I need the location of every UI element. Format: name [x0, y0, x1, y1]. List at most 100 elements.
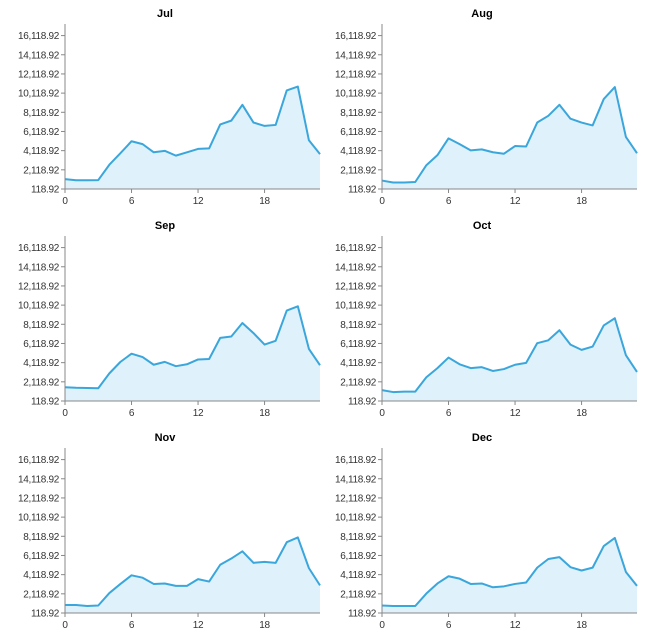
x-tick-label: 18 [576, 620, 587, 631]
y-tick-label: 4,118.92 [23, 146, 60, 157]
y-tick-label: 118.92 [31, 185, 60, 196]
chart-panel-1: Aug 16,118.92 14,118.92 12,118.92 10,118.92 8… [317, 0, 640, 211]
y-tick-label: 8,118.92 [23, 532, 60, 543]
chart-panel-4: Nov 16,118.92 14,118.92 12,118.92 10,118.92 8… [0, 424, 323, 635]
chart-title: Jul [157, 8, 173, 20]
x-tick-label: 6 [446, 620, 452, 631]
y-tick-label: 4,118.92 [23, 358, 60, 369]
y-tick-label: 12,118.92 [18, 69, 60, 80]
x-tick-label: 6 [129, 196, 135, 207]
series-area [382, 318, 637, 401]
x-tick-label: 18 [576, 196, 587, 207]
y-tick-label: 8,118.92 [340, 108, 377, 119]
y-tick-label: 8,118.92 [23, 320, 60, 331]
y-tick-label: 2,118.92 [340, 589, 377, 600]
y-tick-label: 118.92 [31, 609, 60, 620]
chart-svg: Dec 16,118.92 14,118.92 12,118.92 10,118.92 8… [317, 424, 640, 635]
x-tick-label: 12 [510, 620, 521, 631]
y-tick-label: 8,118.92 [23, 108, 60, 119]
y-tick-label: 2,118.92 [23, 165, 60, 176]
chart-panel-0: Jul 16,118.92 14,118.92 12,118.92 10,118.92 8… [0, 0, 323, 211]
y-tick-label: 6,118.92 [340, 127, 377, 138]
x-tick-label: 0 [62, 620, 68, 631]
y-tick-label: 6,118.92 [23, 551, 60, 562]
y-tick-label: 14,118.92 [335, 50, 377, 61]
x-tick-label: 18 [259, 620, 270, 631]
y-tick-label: 14,118.92 [335, 474, 377, 485]
y-tick-label: 2,118.92 [23, 589, 60, 600]
chart-panel-2: Sep 16,118.92 14,118.92 12,118.92 10,118.92 8… [0, 212, 323, 423]
chart-svg: Jul 16,118.92 14,118.92 12,118.92 10,118.92 8… [0, 0, 323, 211]
x-tick-label: 18 [576, 408, 587, 419]
x-tick-label: 12 [193, 196, 204, 207]
x-tick-label: 18 [259, 408, 270, 419]
y-tick-label: 12,118.92 [335, 493, 377, 504]
y-tick-label: 6,118.92 [23, 127, 60, 138]
y-tick-label: 118.92 [31, 397, 60, 408]
y-tick-label: 16,118.92 [18, 455, 60, 466]
y-tick-label: 2,118.92 [340, 165, 377, 176]
y-tick-label: 4,118.92 [340, 570, 377, 581]
x-tick-label: 0 [379, 408, 385, 419]
y-tick-label: 10,118.92 [335, 89, 377, 100]
y-tick-label: 10,118.92 [18, 89, 60, 100]
chart-svg: Nov 16,118.92 14,118.92 12,118.92 10,118.92 8… [0, 424, 323, 635]
y-tick-label: 4,118.92 [23, 570, 60, 581]
chart-title: Aug [471, 8, 492, 20]
y-tick-label: 16,118.92 [335, 31, 377, 42]
x-tick-label: 0 [379, 620, 385, 631]
y-tick-label: 16,118.92 [18, 31, 60, 42]
y-tick-label: 10,118.92 [18, 301, 60, 312]
y-tick-label: 6,118.92 [23, 339, 60, 350]
y-tick-label: 10,118.92 [335, 301, 377, 312]
y-tick-label: 10,118.92 [335, 513, 377, 524]
y-tick-label: 12,118.92 [335, 69, 377, 80]
x-tick-label: 6 [446, 196, 452, 207]
y-tick-label: 14,118.92 [18, 50, 60, 61]
y-tick-label: 16,118.92 [18, 243, 60, 254]
x-tick-label: 6 [129, 408, 135, 419]
y-tick-label: 2,118.92 [23, 377, 60, 388]
y-tick-label: 12,118.92 [335, 281, 377, 292]
y-tick-label: 6,118.92 [340, 551, 377, 562]
chart-svg: Sep 16,118.92 14,118.92 12,118.92 10,118.92 8… [0, 212, 323, 423]
y-tick-label: 16,118.92 [335, 455, 377, 466]
y-tick-label: 118.92 [348, 185, 377, 196]
y-tick-label: 12,118.92 [18, 281, 60, 292]
y-tick-label: 16,118.92 [335, 243, 377, 254]
y-tick-label: 118.92 [348, 609, 377, 620]
y-tick-label: 14,118.92 [18, 262, 60, 273]
y-tick-label: 4,118.92 [340, 146, 377, 157]
x-tick-label: 0 [62, 196, 68, 207]
y-tick-label: 6,118.92 [340, 339, 377, 350]
x-tick-label: 6 [446, 408, 452, 419]
y-tick-label: 2,118.92 [340, 377, 377, 388]
y-tick-label: 14,118.92 [18, 474, 60, 485]
chart-svg: Oct 16,118.92 14,118.92 12,118.92 10,118.92 8… [317, 212, 640, 423]
chart-panel-5: Dec 16,118.92 14,118.92 12,118.92 10,118.92 8… [317, 424, 640, 635]
x-tick-label: 12 [193, 620, 204, 631]
x-tick-label: 18 [259, 196, 270, 207]
series-area [65, 537, 320, 613]
x-tick-label: 0 [379, 196, 385, 207]
y-tick-label: 8,118.92 [340, 532, 377, 543]
x-tick-label: 12 [193, 408, 204, 419]
y-tick-label: 8,118.92 [340, 320, 377, 331]
chart-svg: Aug 16,118.92 14,118.92 12,118.92 10,118.92 8… [317, 0, 640, 211]
y-tick-label: 14,118.92 [335, 262, 377, 273]
x-tick-label: 12 [510, 196, 521, 207]
series-area [65, 306, 320, 401]
chart-panel-3: Oct 16,118.92 14,118.92 12,118.92 10,118.92 8… [317, 212, 640, 423]
y-tick-label: 10,118.92 [18, 513, 60, 524]
x-tick-label: 12 [510, 408, 521, 419]
y-tick-label: 118.92 [348, 397, 377, 408]
chart-title: Oct [473, 220, 492, 232]
chart-title: Dec [472, 432, 492, 444]
chart-title: Nov [155, 432, 177, 444]
x-tick-label: 0 [62, 408, 68, 419]
chart-title: Sep [155, 220, 175, 232]
y-tick-label: 12,118.92 [18, 493, 60, 504]
x-tick-label: 6 [129, 620, 135, 631]
y-tick-label: 4,118.92 [340, 358, 377, 369]
